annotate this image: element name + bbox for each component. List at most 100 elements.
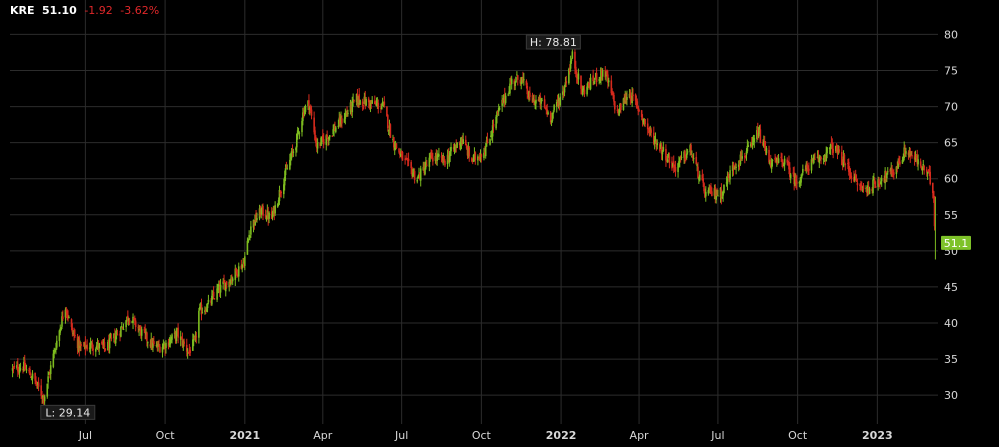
- candle-body: [16, 363, 19, 372]
- candle-body: [152, 342, 154, 348]
- candle-body: [907, 152, 910, 155]
- candle-body: [157, 343, 159, 347]
- candle-body: [237, 274, 239, 276]
- candle-body: [928, 169, 931, 173]
- candle-body: [175, 331, 178, 342]
- candle-body: [477, 158, 480, 160]
- candle-body: [72, 332, 75, 334]
- candle-body: [266, 210, 269, 218]
- candle-body: [181, 338, 184, 346]
- candle-body: [503, 94, 506, 102]
- candle-body: [76, 336, 79, 349]
- candle-body: [721, 196, 724, 198]
- candle-body: [107, 339, 110, 350]
- candle-body: [310, 109, 313, 116]
- candle-body: [19, 368, 22, 371]
- candle-body: [860, 185, 862, 187]
- candle-body: [170, 338, 172, 341]
- candle-body: [132, 316, 134, 323]
- candle-body: [855, 179, 858, 182]
- candle-body: [289, 159, 291, 170]
- candle-body: [442, 155, 445, 161]
- candle-body: [555, 101, 558, 107]
- candle-body: [210, 300, 212, 303]
- candle-body: [267, 211, 270, 220]
- candle-body: [868, 188, 871, 194]
- candle-body: [388, 125, 391, 132]
- candle-body: [167, 341, 170, 347]
- candle-body: [274, 205, 276, 214]
- candle-body: [65, 310, 68, 312]
- candle-body: [110, 337, 113, 339]
- candle-body: [788, 161, 790, 170]
- candle-body: [250, 226, 252, 235]
- candle-body: [842, 156, 845, 167]
- candle-body: [679, 155, 682, 158]
- candle-body: [904, 149, 906, 155]
- candle-body: [698, 178, 700, 180]
- candle-body: [316, 142, 319, 149]
- candle-body: [24, 367, 27, 369]
- candle-body: [64, 309, 67, 318]
- candle-body: [672, 163, 674, 167]
- candle-body: [691, 154, 694, 159]
- candle-body: [910, 154, 912, 156]
- candle-body: [750, 143, 753, 146]
- candle-body: [574, 51, 576, 69]
- candle-body: [62, 316, 64, 320]
- price-change: -1.92: [84, 4, 113, 17]
- candle-body: [234, 268, 237, 280]
- candle-body: [302, 111, 305, 116]
- candle-body: [919, 161, 922, 166]
- candle-body: [709, 187, 711, 189]
- candle-body: [849, 172, 852, 176]
- candle-body: [570, 59, 573, 61]
- candle-body: [781, 158, 783, 162]
- candle-body: [309, 107, 311, 110]
- candle-body: [737, 164, 740, 167]
- x-tick-label: Jul: [710, 429, 724, 442]
- candle-body: [490, 135, 492, 138]
- candle-body: [386, 106, 388, 117]
- candle-body: [98, 343, 101, 349]
- candle-body: [83, 342, 86, 346]
- candle-body: [430, 153, 432, 155]
- candle-body: [46, 383, 49, 397]
- candle-body: [137, 327, 140, 329]
- candle-body: [140, 327, 142, 336]
- candle-body: [54, 349, 56, 351]
- candle-body: [321, 136, 323, 139]
- candle-body: [510, 81, 512, 85]
- candle-body: [660, 145, 663, 154]
- candle-body: [468, 147, 471, 157]
- candle-body: [177, 327, 179, 338]
- candle-body: [715, 195, 717, 200]
- candle-body: [328, 135, 331, 138]
- candle-body: [665, 148, 667, 161]
- candle-body: [376, 102, 379, 104]
- candle-body: [374, 102, 377, 104]
- candle-body: [268, 212, 270, 219]
- candle-body: [229, 282, 231, 286]
- candle-body: [356, 94, 359, 104]
- candle-body: [569, 61, 572, 69]
- candle-body: [140, 329, 143, 336]
- candle-body: [486, 138, 489, 144]
- candle-body: [365, 99, 367, 106]
- candle-body: [102, 342, 105, 345]
- candle-body: [641, 117, 644, 121]
- candle-body: [358, 94, 360, 103]
- candle-body: [400, 151, 403, 154]
- candle-body: [143, 329, 146, 331]
- candle-body: [544, 108, 547, 110]
- candle-body: [653, 140, 656, 144]
- candle-body: [672, 161, 675, 168]
- candle-body: [319, 143, 321, 146]
- candle-body: [480, 154, 483, 157]
- candle-body: [125, 320, 127, 328]
- candle-body: [659, 144, 662, 150]
- candle-body: [224, 283, 226, 291]
- candle-body: [153, 340, 155, 345]
- candle-body: [260, 209, 263, 215]
